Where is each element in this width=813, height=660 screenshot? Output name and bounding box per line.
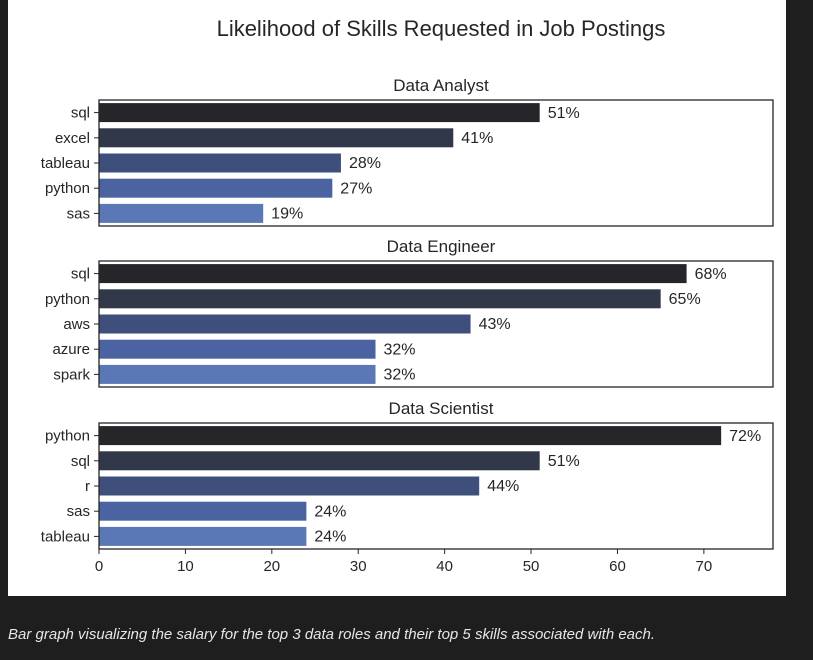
y-tick-label: python [45,291,90,308]
bar-value-label: 27% [340,180,372,197]
x-tick-label: 0 [95,558,103,575]
panel-2: Data Scientist 72% python 51% sql 44% r 24% sas 2… [41,399,774,550]
bar-value-label: 68% [695,266,727,283]
x-tick-label: 30 [350,558,367,575]
bar-value-label: 24% [314,503,346,520]
x-tick-label: 60 [609,558,626,575]
bar-value-label: 28% [349,155,381,172]
y-tick-label: sql [71,266,90,283]
y-tick-label: sas [67,205,90,222]
panel-frame [98,260,774,388]
y-tick-label: r [85,478,90,495]
chart-figure: Likelihood of Skills Requested in Job Po… [8,0,786,596]
bar-value-label: 65% [669,291,701,308]
bar-value-label: 44% [487,478,519,495]
bar-value-label: 19% [271,206,303,223]
y-tick-label: aws [63,316,90,333]
y-tick-label: sql [71,105,90,122]
x-tick-label: 40 [436,558,453,575]
bar-value-label: 43% [479,316,511,333]
bar-r [99,476,480,496]
bar-aws [99,314,471,334]
bar-value-label: 51% [548,453,580,470]
y-tick-label: sql [71,453,90,470]
panel-0: Data Analyst 51% sql 41% excel 28% tableau 27% p… [41,76,774,227]
bar-value-label: 24% [314,529,346,546]
y-tick-label: tableau [41,155,90,172]
bar-value-label: 41% [461,130,493,147]
chart-svg: Likelihood of Skills Requested in Job Po… [41,16,774,575]
panel-frame [98,422,774,550]
bar-value-label: 32% [384,341,416,358]
bar-spark [99,364,376,384]
figure-caption: Bar graph visualizing the salary for the… [8,626,656,643]
x-tick-label: 70 [696,558,713,575]
bar-value-label: 51% [548,105,580,122]
x-tick-label: 50 [523,558,540,575]
bar-sql [99,451,540,471]
bar-sas [99,203,264,223]
bar-sql [99,264,687,284]
panel-title: Data Engineer [387,237,496,256]
y-tick-label: tableau [41,528,90,545]
bar-azure [99,339,376,359]
y-tick-label: excel [55,130,90,147]
bar-value-label: 32% [384,367,416,384]
panel-title: Data Scientist [389,399,494,418]
chart-title: Likelihood of Skills Requested in Job Po… [217,16,666,41]
bar-tableau [99,153,341,173]
x-tick-label: 20 [263,558,280,575]
bar-python [99,289,661,309]
y-tick-label: azure [52,341,90,358]
x-tick-label: 10 [177,558,194,575]
bar-python [99,178,333,198]
panel-title: Data Analyst [393,76,489,95]
bar-excel [99,128,454,148]
bar-tableau [99,526,307,546]
y-tick-label: spark [53,366,90,383]
panel-1: Data Engineer 68% sql 65% python 43% aws 32% azu… [45,237,774,388]
panel-frame [98,99,774,227]
bar-value-label: 72% [729,428,761,445]
y-tick-label: sas [67,503,90,520]
y-tick-label: python [45,180,90,197]
bar-sas [99,501,307,521]
y-tick-label: python [45,428,90,445]
bar-python [99,426,722,446]
bar-sql [99,103,540,123]
